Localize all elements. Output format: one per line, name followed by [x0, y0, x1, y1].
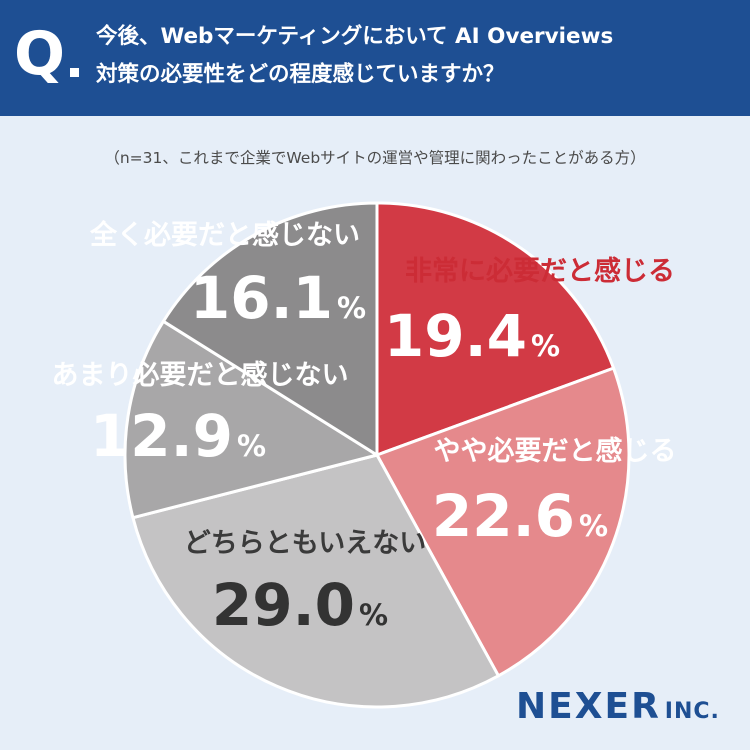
slice-label-5: 全く必要だと感じない [89, 219, 360, 251]
slice-unit-5: % [337, 291, 366, 325]
pie-slice-5 [161, 201, 379, 457]
slice-label-2: やや必要だと感じる [434, 435, 677, 467]
question-text: 今後、Webマーケティングにおいて AI Overviews 対策の必要性をどの… [96, 18, 746, 94]
slice-label-1: 非常に必要だと感じる [405, 255, 675, 287]
brand-suffix: INC. [664, 699, 720, 724]
pie-slice-2 [375, 366, 631, 678]
slice-unit-4: % [237, 429, 266, 463]
pie-slice-3 [131, 453, 500, 709]
pie-slice-4 [123, 319, 379, 520]
slice-label-4: あまり必要だと感じない [52, 359, 349, 391]
slice-unit-3: % [359, 598, 388, 632]
sample-note: （n=31、これまで企業でWebサイトの運営や管理に関わったことがある方） [104, 149, 646, 167]
q-mark: Q [14, 19, 66, 89]
slice-label-3: どちらともいえない [184, 528, 426, 559]
brand-logo: NEXER INC. [516, 686, 720, 727]
slice-unit-2: % [579, 509, 608, 543]
slice-value-1: 19.4% [384, 302, 560, 370]
pie-slice-1 [375, 201, 616, 457]
question-line-2: 対策の必要性をどの程度感じていますか？ [96, 62, 505, 87]
brand-name: NEXER [516, 686, 661, 727]
question-header: Q 今後、Webマーケティングにおいて AI Overviews 対策の必要性を… [0, 0, 750, 116]
q-dot [70, 68, 79, 77]
slice-unit-1: % [531, 329, 560, 363]
question-line-1: 今後、Webマーケティングにおいて AI Overviews [96, 24, 614, 49]
